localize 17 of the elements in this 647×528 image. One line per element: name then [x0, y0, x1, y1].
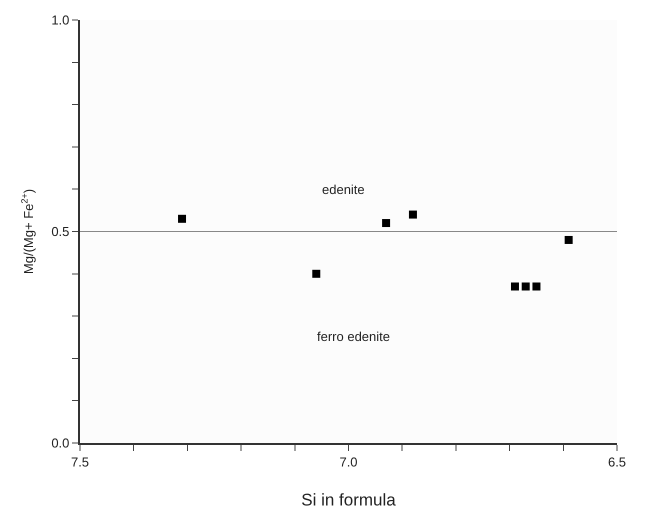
- point: [532, 282, 540, 290]
- y-tick-label: 1.0: [51, 12, 70, 28]
- y-tick-label: 0.5: [51, 224, 70, 240]
- annotation: ferro edenite: [317, 329, 390, 344]
- x-tick-label: 6.5: [608, 454, 626, 470]
- point: [510, 282, 519, 290]
- point: [564, 236, 573, 244]
- point: [382, 219, 390, 228]
- point: [312, 270, 320, 278]
- point: [178, 214, 186, 223]
- x-tick-label: 7.0: [339, 454, 358, 470]
- annotation: edenite: [322, 182, 365, 197]
- x-axis-title: Si in formula: [301, 490, 396, 510]
- y-tick-label: 0.0: [51, 436, 70, 451]
- point: [522, 282, 530, 290]
- point: [408, 210, 417, 219]
- x-tick-label: 7.5: [70, 454, 90, 470]
